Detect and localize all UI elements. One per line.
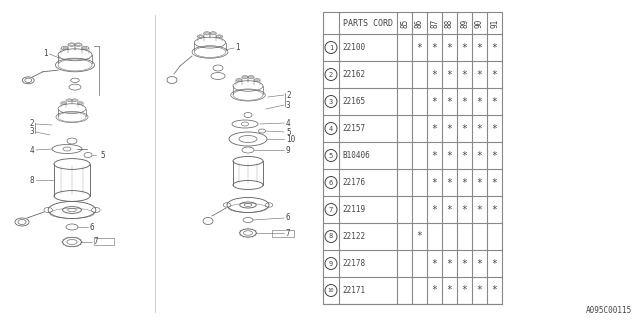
Text: 10: 10: [328, 288, 334, 293]
Text: *: *: [492, 150, 497, 161]
Text: 4: 4: [286, 118, 291, 127]
Text: *: *: [492, 43, 497, 52]
Text: *: *: [447, 43, 452, 52]
Text: *: *: [431, 178, 437, 188]
Text: 22122: 22122: [342, 232, 365, 241]
Text: *: *: [447, 69, 452, 79]
Text: 6: 6: [90, 222, 95, 231]
Text: 22176: 22176: [342, 178, 365, 187]
Text: *: *: [417, 43, 422, 52]
Text: 6: 6: [329, 180, 333, 186]
Text: 2: 2: [29, 118, 34, 127]
Text: 2: 2: [286, 91, 291, 100]
Text: *: *: [447, 178, 452, 188]
Text: *: *: [477, 204, 483, 214]
Text: *: *: [492, 204, 497, 214]
Text: 3: 3: [29, 126, 34, 135]
Text: *: *: [431, 124, 437, 133]
Text: *: *: [492, 285, 497, 295]
Text: 9: 9: [329, 260, 333, 267]
Text: *: *: [431, 43, 437, 52]
Text: 22100: 22100: [342, 43, 365, 52]
Text: 9: 9: [286, 146, 291, 155]
Text: *: *: [431, 285, 437, 295]
Text: 22119: 22119: [342, 205, 365, 214]
Text: *: *: [492, 124, 497, 133]
Text: *: *: [431, 204, 437, 214]
Text: *: *: [447, 150, 452, 161]
Text: 8: 8: [29, 175, 34, 185]
Text: *: *: [417, 231, 422, 242]
Text: 10: 10: [286, 134, 295, 143]
Text: 88: 88: [445, 18, 454, 28]
Text: 1: 1: [329, 44, 333, 51]
Text: 7: 7: [94, 237, 99, 246]
Text: *: *: [461, 285, 467, 295]
Text: *: *: [461, 69, 467, 79]
Text: *: *: [431, 259, 437, 268]
Text: 1: 1: [43, 49, 48, 58]
Text: *: *: [477, 259, 483, 268]
Text: 5: 5: [100, 150, 104, 159]
Text: A095C00115: A095C00115: [586, 306, 632, 315]
Text: 85: 85: [400, 18, 409, 28]
Text: 87: 87: [430, 18, 439, 28]
Text: *: *: [447, 124, 452, 133]
Text: *: *: [447, 259, 452, 268]
Text: *: *: [461, 204, 467, 214]
Text: 4: 4: [329, 125, 333, 132]
Text: 1: 1: [235, 43, 239, 52]
Bar: [94, 238, 114, 245]
Text: *: *: [477, 43, 483, 52]
Text: 5: 5: [286, 127, 291, 137]
Text: *: *: [461, 43, 467, 52]
Text: *: *: [492, 178, 497, 188]
Text: *: *: [461, 97, 467, 107]
Text: 22178: 22178: [342, 259, 365, 268]
Text: 22165: 22165: [342, 97, 365, 106]
Text: *: *: [431, 97, 437, 107]
Text: *: *: [461, 259, 467, 268]
Text: *: *: [492, 69, 497, 79]
Text: *: *: [477, 150, 483, 161]
Text: *: *: [461, 124, 467, 133]
Text: 2: 2: [329, 71, 333, 77]
Text: 91: 91: [490, 18, 499, 28]
Text: B10406: B10406: [342, 151, 370, 160]
Text: *: *: [492, 259, 497, 268]
Text: 6: 6: [286, 212, 291, 221]
Text: PARTS CORD: PARTS CORD: [343, 19, 393, 28]
Text: 8: 8: [329, 234, 333, 239]
Text: 22162: 22162: [342, 70, 365, 79]
Text: 22171: 22171: [342, 286, 365, 295]
Text: 7: 7: [286, 228, 291, 237]
Text: *: *: [477, 69, 483, 79]
Text: *: *: [477, 285, 483, 295]
Text: *: *: [447, 97, 452, 107]
Text: 4: 4: [29, 146, 34, 155]
Text: 3: 3: [286, 100, 291, 109]
Text: 7: 7: [329, 206, 333, 212]
Bar: [272, 230, 294, 237]
Text: *: *: [461, 150, 467, 161]
Text: *: *: [431, 150, 437, 161]
Text: 90: 90: [475, 18, 484, 28]
Text: *: *: [477, 178, 483, 188]
Text: *: *: [492, 97, 497, 107]
Text: 22157: 22157: [342, 124, 365, 133]
Text: 3: 3: [329, 99, 333, 105]
Bar: [323, 12, 502, 304]
Text: 5: 5: [329, 153, 333, 158]
Text: *: *: [477, 124, 483, 133]
Text: *: *: [477, 97, 483, 107]
Text: *: *: [461, 178, 467, 188]
Text: 89: 89: [460, 18, 469, 28]
Text: 86: 86: [415, 18, 424, 28]
Text: *: *: [447, 204, 452, 214]
Text: *: *: [431, 69, 437, 79]
Text: *: *: [447, 285, 452, 295]
